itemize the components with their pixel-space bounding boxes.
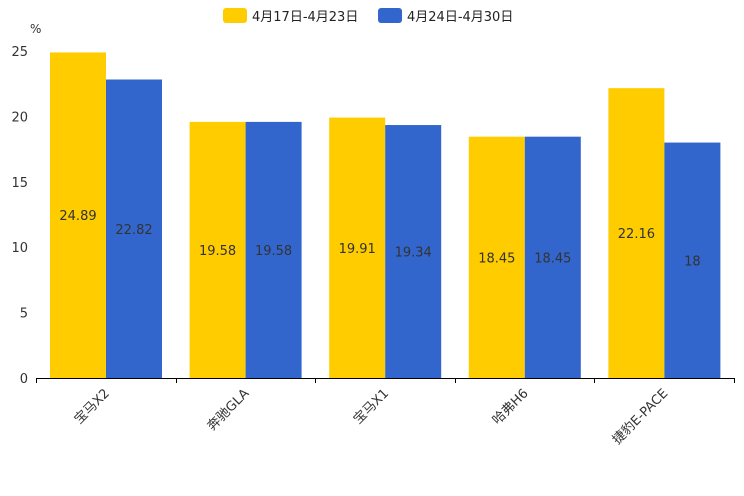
bar[interactable]: [329, 117, 386, 378]
legend-item[interactable]: 4月17日-4月23日: [223, 8, 358, 25]
bar[interactable]: [385, 125, 442, 378]
y-tick-label: 20: [11, 110, 28, 125]
bars: [50, 52, 721, 378]
bar[interactable]: [245, 121, 302, 378]
x-tick-label: 哈弗H6: [490, 386, 532, 428]
data-label: 18.45: [478, 251, 515, 266]
bar[interactable]: [524, 136, 581, 378]
data-label: 19.58: [255, 244, 292, 259]
bar[interactable]: [468, 136, 525, 378]
x-tick-label: 奔驰GLA: [205, 386, 253, 434]
bar[interactable]: [189, 121, 246, 378]
data-label: 22.16: [618, 227, 655, 242]
data-labels: 24.89 22.82 19.58 19.58 19.91 19.34 18.45 18.45…: [59, 209, 700, 269]
bar[interactable]: [106, 79, 162, 378]
y-tick-label: 5: [20, 307, 28, 322]
x-tick-label: 宝马X1: [351, 386, 392, 427]
y-tick-label: 10: [11, 241, 28, 256]
x-tick-label: 宝马X2: [72, 386, 113, 427]
legend-swatch: [223, 8, 247, 23]
y-tick-label: 15: [11, 176, 28, 191]
x-tick-label: 捷豹E-PACE: [610, 386, 671, 447]
data-label: 18.45: [534, 251, 571, 266]
x-axis: 宝马X2 奔驰GLA 宝马X1 哈弗H6 捷豹E-PACE: [36, 378, 735, 448]
y-tick-label: 0: [20, 372, 28, 387]
legend-label: 4月17日-4月23日: [252, 10, 358, 25]
data-label: 19.34: [395, 246, 432, 261]
data-label: 24.89: [59, 209, 96, 224]
data-label: 19.91: [339, 242, 376, 257]
legend-label: 4月24日-4月30日: [407, 10, 513, 25]
legend-swatch: [378, 8, 402, 23]
legend: 4月17日-4月23日 4月24日-4月30日: [223, 8, 513, 25]
bar[interactable]: [664, 142, 721, 378]
y-axis-unit: %: [30, 22, 41, 36]
bar[interactable]: [50, 52, 106, 378]
bar[interactable]: [608, 88, 665, 378]
data-label: 19.58: [199, 244, 236, 259]
data-label: 18: [684, 254, 701, 269]
y-tick-label: 25: [11, 45, 28, 60]
y-axis: 0 5 10 15 20 25: [11, 45, 28, 387]
data-label: 22.82: [115, 223, 152, 238]
legend-item[interactable]: 4月24日-4月30日: [378, 8, 513, 25]
